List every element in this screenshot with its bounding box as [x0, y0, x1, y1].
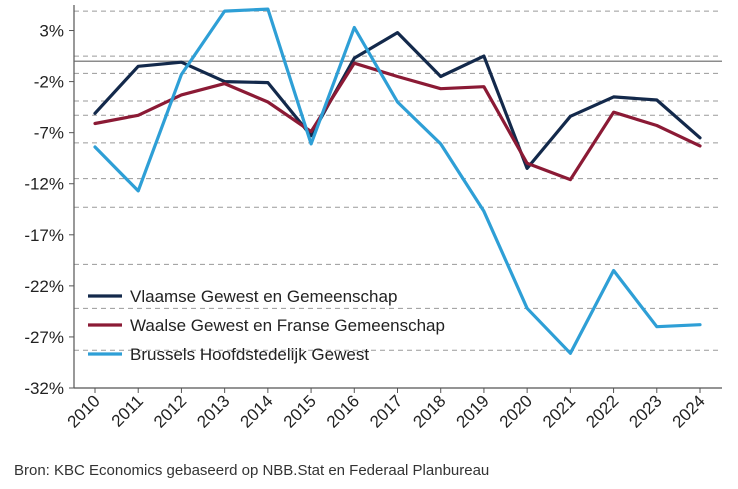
y-tick-label: -2%	[34, 73, 64, 92]
x-tick-label: 2022	[582, 391, 622, 431]
legend-label: Brussels Hoofdstedelijk Gewest	[130, 345, 369, 364]
y-tick-label: -7%	[34, 124, 64, 143]
x-tick-label: 2018	[409, 391, 449, 431]
source-note: Bron: KBC Economics gebaseerd op NBB.Sta…	[14, 462, 490, 479]
x-axis-ticks: 2010 2011 2012 2013 2014 2015 2016 2017 2018 2019…	[64, 388, 709, 432]
series-line-3	[93, 7, 702, 355]
y-tick-label: 3%	[39, 22, 64, 41]
series-line-1	[93, 30, 702, 170]
x-tick-label: 2015	[280, 391, 320, 431]
y-tick-label: -22%	[24, 277, 64, 296]
legend: Vlaamse Gewest en Gemeenschap Waalse Gewe…	[88, 287, 445, 364]
x-tick-label: 2010	[64, 391, 104, 431]
x-tick-label: 2019	[453, 391, 493, 431]
legend-label: Vlaamse Gewest en Gemeenschap	[130, 287, 397, 306]
x-tick-label: 2012	[150, 391, 190, 431]
x-tick-label: 2011	[108, 391, 147, 430]
x-tick-label: 2023	[625, 391, 665, 431]
y-tick-label: -32%	[24, 379, 64, 398]
x-tick-label: 2014	[237, 391, 277, 431]
x-tick-label: 2016	[323, 391, 363, 431]
legend-label: Waalse Gewest en Franse Gemeenschap	[130, 316, 445, 335]
x-tick-label: 2024	[669, 391, 709, 431]
y-axis-ticks: 3% -2% -7% -12% -17% -22% -27% -32%	[24, 22, 74, 398]
y-tick-label: -27%	[24, 328, 64, 347]
line-chart: 3%-2%-7%-12%-17%-22%-27%-32% 2010 2011 201…	[24, 5, 722, 432]
y-tick-label: -17%	[24, 226, 64, 245]
series-line-2	[93, 61, 702, 182]
y-tick-label: -12%	[24, 175, 64, 194]
x-tick-label: 2020	[496, 391, 536, 431]
series-lines	[93, 7, 702, 355]
x-tick-label: 2021	[539, 391, 579, 431]
x-tick-label: 2017	[366, 391, 406, 431]
x-tick-label: 2013	[193, 391, 233, 431]
